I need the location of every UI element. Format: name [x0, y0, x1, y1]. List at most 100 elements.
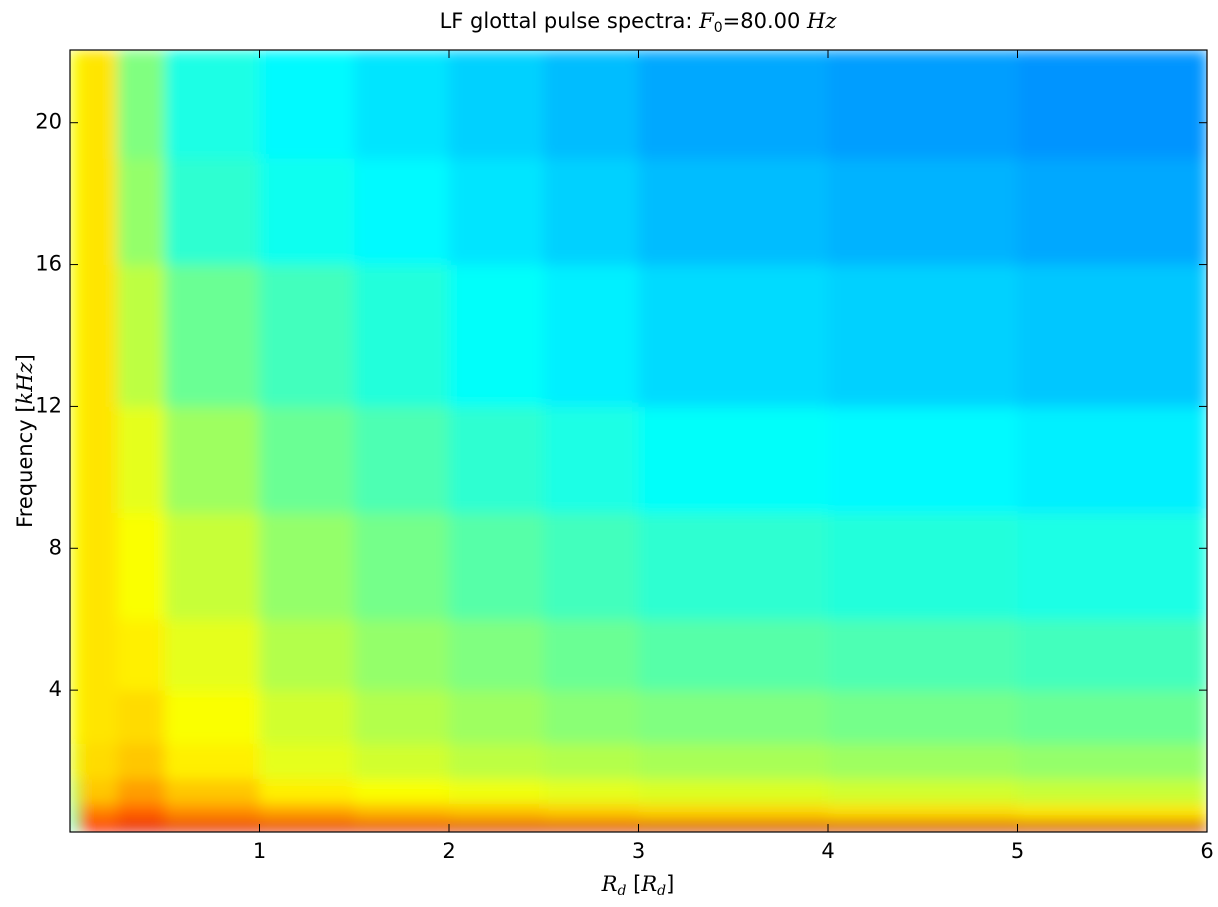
y-tick-label: 16	[35, 252, 62, 276]
heatmap-cell	[79, 158, 118, 266]
heatmap-cell	[79, 50, 118, 159]
heatmap-cell	[164, 743, 260, 780]
heatmap-cell	[164, 690, 260, 744]
y-tick-label: 20	[35, 110, 62, 134]
heatmap-cell	[828, 743, 1018, 780]
heatmap-cell	[1017, 264, 1207, 407]
heatmap-cell	[259, 50, 355, 159]
heatmap-cell	[828, 406, 1018, 514]
heatmap-cell	[449, 512, 545, 620]
heatmap-cell	[1017, 406, 1207, 514]
heatmap-cell	[543, 803, 639, 822]
heatmap-cell	[1017, 50, 1207, 159]
heatmap-cell	[164, 512, 260, 620]
heatmap-cell	[354, 778, 450, 805]
x-tick-label: 1	[253, 839, 266, 863]
heatmap-cell	[117, 158, 166, 266]
title-symbol: F	[698, 9, 715, 33]
heatmap-cell	[638, 50, 829, 159]
heatmap-cell	[70, 778, 80, 805]
heatmap-cell	[259, 406, 355, 514]
heatmap-cell	[638, 803, 829, 822]
heatmap-cell	[828, 619, 1018, 691]
heatmap-cell	[259, 778, 355, 805]
heatmap	[70, 50, 1207, 832]
heatmap-cell	[354, 512, 450, 620]
heatmap-cell	[70, 158, 80, 266]
y-tick-label: 8	[49, 535, 62, 559]
heatmap-cell	[117, 512, 166, 620]
heatmap-cell	[79, 264, 118, 407]
y-label-unit: kHz	[13, 361, 37, 404]
heatmap-cell	[259, 821, 355, 832]
heatmap-cell	[70, 743, 80, 780]
x-label-unit-subscript: d	[657, 883, 666, 899]
heatmap-cell	[354, 803, 450, 822]
heatmap-cell	[543, 778, 639, 805]
plot-frame	[69, 49, 1208, 833]
y-label-close: ]	[13, 354, 37, 362]
heatmap-cell	[638, 406, 829, 514]
heatmap-cell	[70, 50, 80, 159]
heatmap-cell	[79, 690, 118, 744]
heatmap-cell	[70, 821, 80, 832]
heatmap-cell	[1017, 619, 1207, 691]
heatmap-cell	[117, 778, 166, 805]
x-label-close: ]	[666, 872, 674, 896]
heatmap-cell	[259, 512, 355, 620]
heatmap-cell	[543, 619, 639, 691]
x-label-symbol: R	[601, 872, 618, 896]
heatmap-cell	[79, 803, 118, 822]
heatmap-cell	[1017, 512, 1207, 620]
title-unit: Hz	[806, 9, 837, 33]
heatmap-cell	[638, 619, 829, 691]
heatmap-cell	[164, 619, 260, 691]
heatmap-cell	[259, 158, 355, 266]
heatmap-cell	[79, 778, 118, 805]
heatmap-cell	[259, 264, 355, 407]
heatmap-cell	[79, 619, 118, 691]
chart-title: LF glottal pulse spectra: F0=80.00 Hz	[440, 9, 838, 37]
heatmap-cell	[164, 821, 260, 832]
heatmap-cell	[354, 406, 450, 514]
heatmap-cell	[164, 50, 260, 159]
y-axis-label: Frequency [kHz]	[13, 354, 38, 528]
plot-area	[70, 50, 1207, 832]
x-label-open: [	[626, 872, 641, 896]
heatmap-cell	[117, 821, 166, 832]
heatmap-cell	[117, 50, 166, 159]
heatmap-cell	[79, 406, 118, 514]
heatmap-cell	[164, 158, 260, 266]
heatmap-cell	[638, 264, 829, 407]
x-tick-label: 5	[1011, 839, 1024, 863]
heatmap-cell	[638, 690, 829, 744]
y-label-text: Frequency	[13, 413, 37, 528]
heatmap-cell	[79, 821, 118, 832]
heatmap-cell	[354, 743, 450, 780]
x-axis-label: Rd [Rd]	[601, 872, 675, 900]
heatmap-cell	[828, 778, 1018, 805]
heatmap-cell	[70, 406, 80, 514]
heatmap-cell	[828, 690, 1018, 744]
heatmap-cell	[543, 406, 639, 514]
title-text: LF glottal pulse spectra:	[440, 9, 700, 33]
heatmap-cell	[828, 158, 1018, 266]
heatmap-cell	[449, 619, 545, 691]
heatmap-cell	[638, 743, 829, 780]
heatmap-cell	[449, 690, 545, 744]
heatmap-cell	[828, 512, 1018, 620]
title-subscript: 0	[714, 20, 723, 36]
heatmap-cell	[70, 264, 80, 407]
heatmap-cell	[1017, 778, 1207, 805]
heatmap-cell	[828, 803, 1018, 822]
heatmap-cell	[164, 778, 260, 805]
heatmap-cell	[638, 821, 829, 832]
y-tick-label: 12	[35, 393, 62, 417]
heatmap-cell	[449, 264, 545, 407]
title-value: =80.00	[723, 9, 807, 33]
heatmap-cell	[164, 406, 260, 514]
heatmap-cell	[449, 778, 545, 805]
heatmap-cell	[543, 690, 639, 744]
heatmap-cell	[543, 50, 639, 159]
